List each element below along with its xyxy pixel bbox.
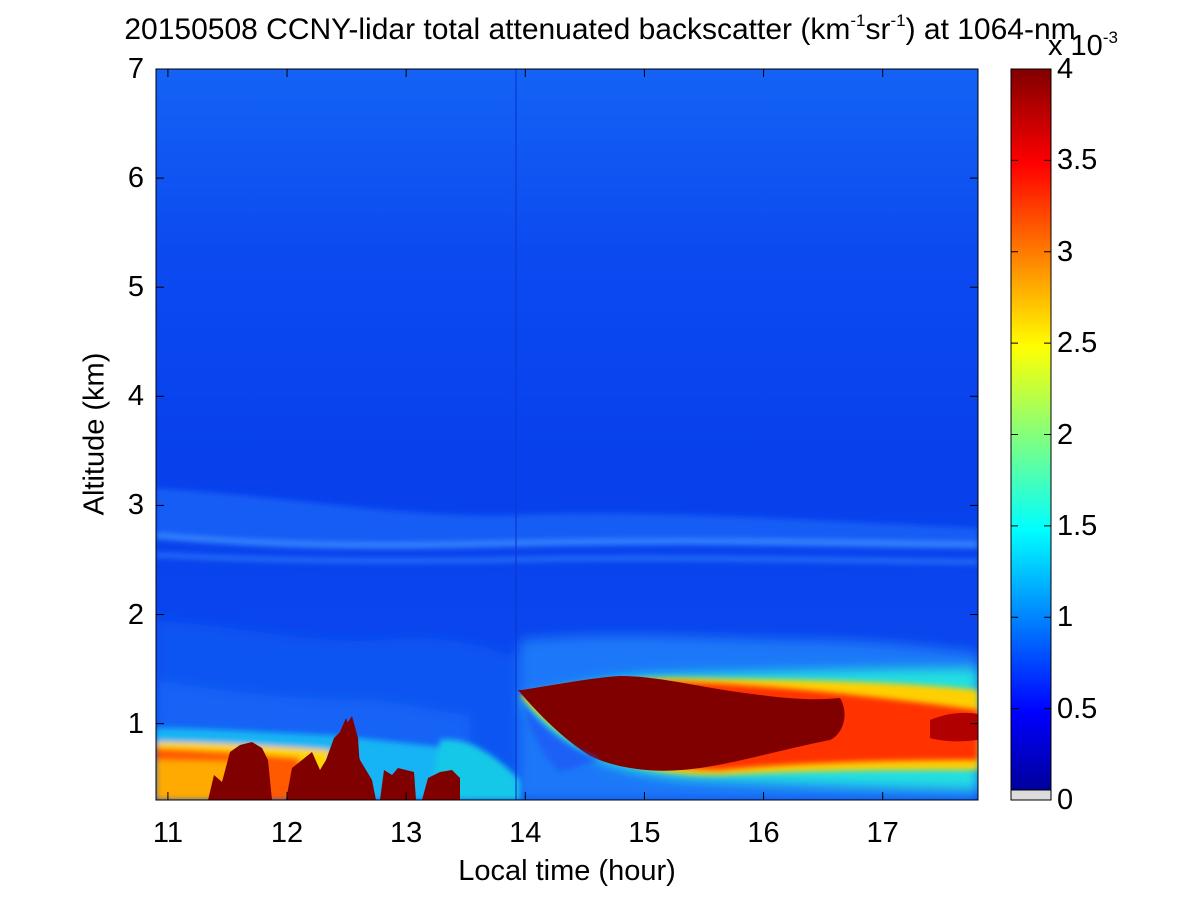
colorbar-tick-label: 0.5 [1057,692,1098,725]
colorbar-tick-label: 1 [1057,601,1074,634]
y-tick-label: 3 [127,489,144,522]
x-tick-label: 11 [152,817,183,849]
y-tick-label: 4 [127,380,144,413]
colorbar-tick-label: 2 [1057,418,1074,451]
y-tick-label: 2 [127,598,144,631]
x-tick-label: 15 [628,817,661,849]
colorbar-tick-label: 0 [1057,784,1074,816]
colorbar-tick-label: 3 [1057,235,1074,268]
x-tick-label: 14 [509,817,542,849]
y-tick-marks [156,68,978,725]
x-axis-label: Local time (hour) [458,855,676,887]
cloud-spikes-left [208,716,460,800]
x-tick-label: 16 [747,817,780,849]
x-tick-marks [167,69,884,800]
colorbar-tick-label: 4 [1057,53,1074,85]
aerosol-layer-2.7km [156,488,978,564]
colorbar-tick-label: 1.5 [1057,509,1098,542]
plot-frame [155,68,979,801]
x-tick-label: 12 [270,817,304,849]
colorbar-tick-label: 3.5 [1057,144,1098,177]
heatmap-plot-area [156,69,978,800]
chart-title: 20150508 CCNY-lidar total attenuated bac… [124,11,1076,46]
y-tick-label: 1 [127,707,144,740]
colorbar-zero-cap [1010,789,1052,801]
boundary-layer-cloud [518,668,978,790]
colorbar-tick-label: 2.5 [1057,327,1098,360]
colorbar-tick-marks [1011,68,1051,801]
colorbar-multiplier: x 10-3 [1048,28,1118,62]
x-tick-label: 13 [390,817,423,849]
y-tick-label: 7 [127,53,144,85]
y-tick-label: 5 [127,271,144,304]
y-tick-label: 6 [127,162,144,195]
x-tick-label: 17 [866,817,899,849]
